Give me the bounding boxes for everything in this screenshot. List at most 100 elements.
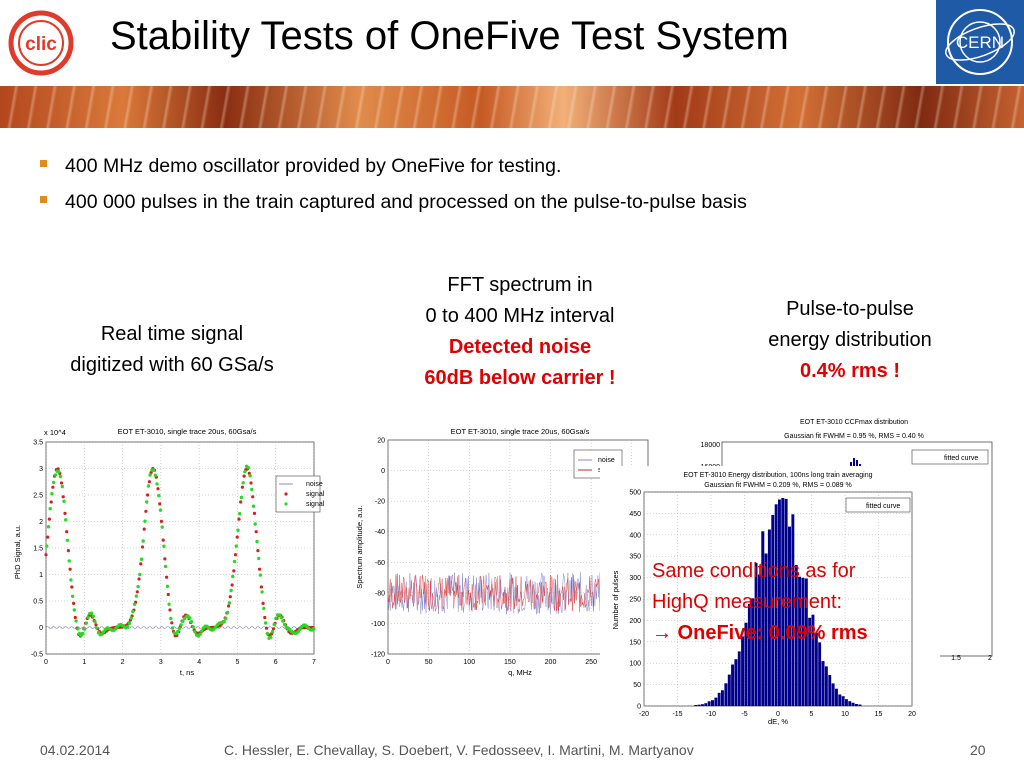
label-fft-spectrum: FFT spectrum in 0 to 400 MHz interval De… <box>390 270 650 394</box>
signal-point-red <box>239 500 243 504</box>
signal-point-green <box>258 573 263 577</box>
x-axis-label: dE, % <box>768 717 788 726</box>
signal-point-green <box>189 620 194 624</box>
histogram-bar <box>804 578 808 706</box>
signal-point-green <box>222 619 226 624</box>
signal-point-red <box>73 615 77 620</box>
slide-title: Stability Tests of OneFive Test System <box>110 14 789 58</box>
bullet-text: 400 MHz demo oscillator provided by OneF… <box>65 155 562 177</box>
histogram-bar <box>855 704 858 706</box>
signal-point-green <box>274 616 278 621</box>
signal-point-green <box>45 544 49 548</box>
signal-point-red <box>51 485 55 489</box>
signal-point-green <box>145 500 149 504</box>
y-tick-label: 100 <box>629 661 641 668</box>
signal-point-red <box>72 601 76 605</box>
histogram-bar <box>697 704 701 706</box>
x-tick-label: 200 <box>545 659 557 666</box>
signal-point-red <box>271 627 275 631</box>
signal-point-green <box>191 625 195 629</box>
footer-page-number: 20 <box>970 742 986 758</box>
signal-point-green <box>52 480 56 485</box>
histogram-bar <box>784 498 788 706</box>
signal-point-green <box>282 622 287 627</box>
histogram-bar <box>824 666 828 706</box>
y-tick-label: 500 <box>629 490 641 497</box>
label-realtime-signal: Real time signal digitized with 60 GSa/s <box>40 319 304 381</box>
signal-point-green <box>160 525 164 529</box>
y-tick-label: -60 <box>375 560 385 567</box>
signal-point-green <box>224 616 228 621</box>
histogram-bar <box>791 514 795 706</box>
signal-point-red <box>233 553 238 557</box>
y-tick-label: 20 <box>377 438 385 445</box>
signal-point-green <box>227 601 232 605</box>
signal-point-green <box>246 466 250 470</box>
signal-point-green <box>60 484 64 489</box>
x-tick-label: 2 <box>121 659 125 666</box>
signal-point-green <box>281 619 285 623</box>
signal-point-green <box>72 608 77 612</box>
signal-point-green <box>74 619 78 623</box>
label-energy-distribution: Pulse-to-pulse energy distribution 0.4% … <box>740 294 960 387</box>
signal-point-green <box>248 474 252 478</box>
signal-point-green <box>262 606 266 611</box>
signal-point-green <box>84 621 89 625</box>
signal-point-green <box>89 611 94 615</box>
y-tick-label: 0 <box>381 468 385 475</box>
bullet-text: 400 000 pulses in the train captured and… <box>65 191 747 213</box>
signal-point-red <box>237 517 241 521</box>
x-tick-label: 100 <box>463 659 475 666</box>
x-tick-label: 0 <box>386 659 390 666</box>
signal-point-red <box>70 585 74 589</box>
signal-point-red <box>232 569 236 573</box>
signal-point-green <box>155 482 159 486</box>
signal-point-green <box>241 481 245 485</box>
signal-point-red <box>144 509 148 513</box>
header-banner-texture <box>0 86 1024 128</box>
signal-point-green <box>260 590 264 594</box>
clic-logo-text: clic <box>25 34 57 55</box>
x-tick-label: 5 <box>235 659 239 666</box>
signal-point-green <box>151 468 156 472</box>
signal-point-red <box>140 545 145 549</box>
signal-point-green <box>298 627 302 631</box>
histogram-bar <box>711 700 714 706</box>
signal-point-green <box>91 614 96 618</box>
chart-time-signal-svg: EOT ET-3010, single trace 20us, 60Gsa/s … <box>13 427 325 677</box>
y-tick-label: 250 <box>629 597 641 604</box>
callout-line: → OneFive: 0.09% rms <box>652 622 868 644</box>
x-tick-label: -10 <box>706 711 716 718</box>
signal-point-green <box>50 492 54 496</box>
y-tick-label: 1 <box>39 572 43 579</box>
signal-point-red <box>251 495 255 499</box>
x-tick-label: 4 <box>197 659 201 666</box>
label-red-line: Detected noise <box>448 336 592 358</box>
y-tick-label: 200 <box>629 618 641 625</box>
signal-point-green <box>257 556 261 561</box>
y-tick-label: -80 <box>375 590 385 597</box>
signal-point-red <box>156 487 160 491</box>
histogram-bar <box>717 692 721 706</box>
signal-point-green <box>263 621 268 625</box>
x-tick-label: 1 <box>82 659 86 666</box>
signal-point-red <box>65 530 69 534</box>
histogram-bar <box>808 617 812 706</box>
signal-point-red <box>240 485 244 489</box>
signal-point-red <box>249 481 253 485</box>
histogram-bar <box>764 553 768 706</box>
x-tick-label: 5 <box>810 711 814 718</box>
signal-point-green <box>81 631 85 636</box>
signal-point-green <box>62 499 66 503</box>
signal-point-green <box>141 539 145 543</box>
y-axis-label: Number of pulses <box>611 570 620 629</box>
y-axis-label: PhD Signal, a.u. <box>13 525 22 579</box>
y-tick-label: 0 <box>39 625 43 632</box>
signal-point-green <box>169 616 173 621</box>
signal-point-red <box>165 575 169 579</box>
signal-point-green <box>231 574 235 579</box>
histogram-bar <box>731 664 734 706</box>
histogram-bar <box>814 632 818 706</box>
label-red-line: 60dB below carrier ! <box>424 367 616 389</box>
bullet-item: 400 MHz demo oscillator provided by OneF… <box>40 155 561 178</box>
